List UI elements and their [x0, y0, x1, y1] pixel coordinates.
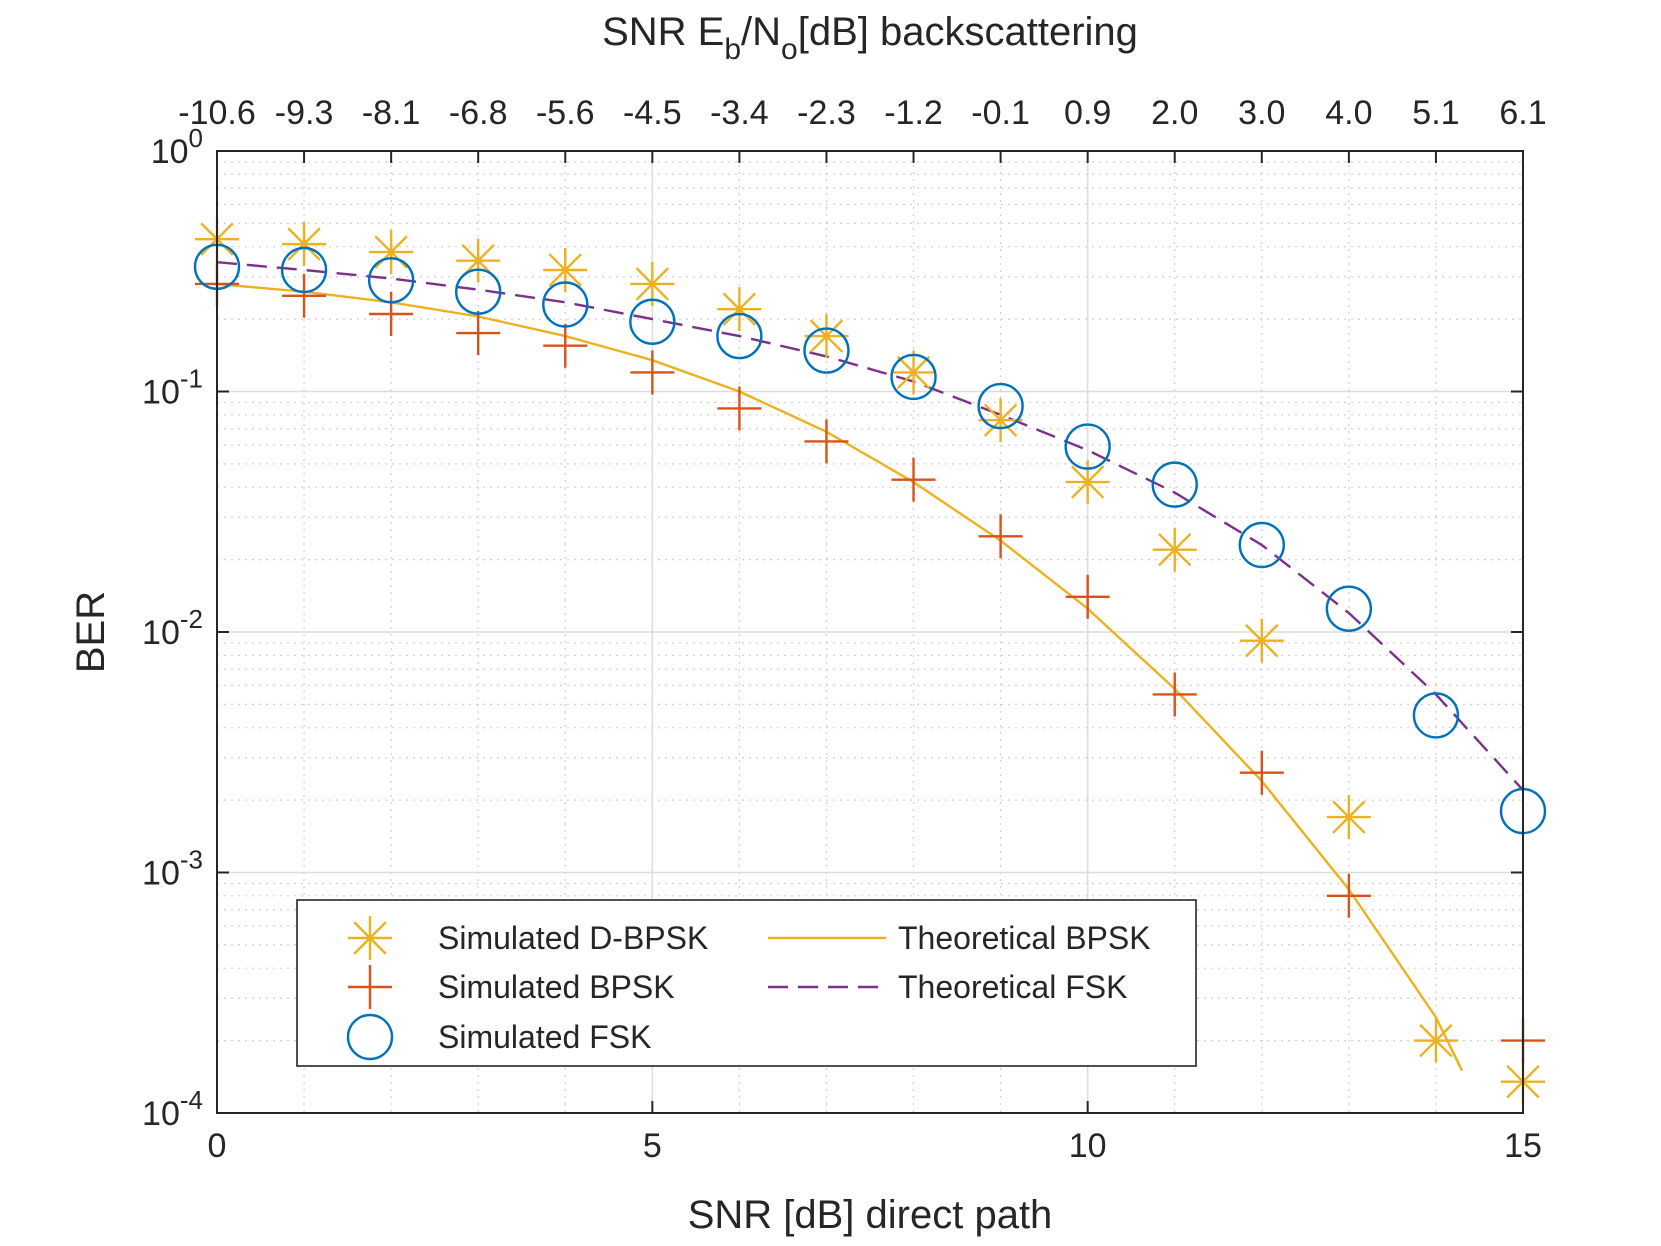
- data-point-star: [891, 350, 936, 395]
- data-point-star: [978, 398, 1023, 443]
- data-point-circle: [1151, 461, 1198, 508]
- top-tick-label: -8.1: [362, 94, 421, 132]
- data-point-plus: [804, 419, 849, 464]
- data-point-circle: [280, 246, 328, 294]
- top-tick-label: -2.3: [797, 94, 856, 132]
- minor-grid: [217, 151, 1523, 1113]
- top-tick-label: 4.0: [1325, 94, 1372, 132]
- data-point-star: [1065, 460, 1110, 505]
- data-point-star: [282, 222, 327, 267]
- data-point-star: [630, 261, 675, 306]
- data-point-circle: [1064, 423, 1111, 470]
- axis-ticks: 0 5 10 15 100 10-1 10-2 10-3 10-4 -10.6 -9.3 -8.1 -6…: [142, 94, 1547, 1165]
- data-point-plus: [1239, 750, 1284, 795]
- top-tick-label: -1.2: [884, 94, 943, 132]
- data-point-circle: [977, 382, 1024, 430]
- data-point-circle: [542, 281, 589, 328]
- data-point-star: [456, 238, 501, 283]
- y-tick-label: 100: [151, 123, 203, 171]
- data-point-circle: [803, 327, 850, 374]
- legend-label: Simulated FSK: [438, 1019, 651, 1055]
- top-tick-label: -10.6: [178, 94, 256, 132]
- data-point-plus: [630, 350, 675, 395]
- x-tick-label: 10: [1069, 1127, 1107, 1165]
- data-point-plus: [456, 311, 501, 356]
- data-point-circle: [1412, 692, 1460, 739]
- data-point-star: [348, 916, 392, 960]
- y-tick-label: 10-3: [142, 845, 203, 893]
- data-point-circle: [367, 257, 415, 304]
- series-line-4: [217, 261, 1523, 791]
- legend-entry: Simulated BPSK: [348, 965, 675, 1009]
- data-point-plus: [1326, 873, 1371, 918]
- data-point-circle: [455, 268, 502, 315]
- legend-entry: Theoretical FSK: [768, 969, 1127, 1005]
- top-tick-label: 6.1: [1499, 94, 1546, 132]
- series-line-3: [217, 282, 1464, 1072]
- legend-entry: Theoretical BPSK: [768, 920, 1151, 956]
- data-point-star: [1152, 527, 1197, 572]
- top-tick-label: -6.8: [449, 94, 508, 132]
- x-tick-label: 0: [208, 1127, 227, 1165]
- top-tick-label: -4.5: [623, 94, 682, 132]
- data-point-star: [543, 248, 588, 293]
- y-tick-label: 10-4: [142, 1085, 203, 1133]
- data-point-plus: [1152, 672, 1197, 717]
- top-axis-label: SNR Eb/No[dB] backscattering: [602, 10, 1138, 66]
- data-point-circle: [346, 1013, 394, 1061]
- y-axis-label: BER: [69, 591, 113, 673]
- data-point-plus: [717, 386, 762, 431]
- data-point-circle: [1325, 585, 1373, 632]
- top-tick-label: 5.1: [1412, 94, 1459, 132]
- data-point-plus: [978, 514, 1023, 559]
- legend-box: [296, 899, 1197, 1067]
- legend: Simulated D-BPSK Simulated BPSK Simulated …: [296, 899, 1197, 1067]
- data-point-star: [804, 314, 849, 359]
- data-point-circle: [629, 298, 676, 345]
- legend-label: Theoretical FSK: [898, 969, 1127, 1005]
- data-point-plus: [348, 965, 392, 1009]
- legend-entry: Simulated D-BPSK: [348, 916, 708, 960]
- data-point-circle: [890, 353, 937, 401]
- data-point-star: [1326, 795, 1371, 840]
- data-point-star: [717, 287, 762, 332]
- data-point-plus: [282, 273, 327, 318]
- data-point-circle: [1238, 521, 1286, 569]
- y-tick-label: 10-2: [142, 604, 203, 652]
- top-tick-label: 2.0: [1151, 94, 1198, 132]
- legend-label: Theoretical BPSK: [898, 920, 1151, 956]
- legend-entry: Simulated FSK: [346, 1013, 651, 1061]
- data-point-star: [1239, 618, 1284, 663]
- data-point-star: [369, 230, 414, 275]
- data-point-circle: [716, 312, 763, 360]
- top-tick-label: -3.4: [710, 94, 769, 132]
- data-point-plus: [891, 457, 936, 502]
- data-point-plus: [543, 323, 588, 368]
- data-point-plus: [1065, 574, 1110, 619]
- top-tick-label: 3.0: [1238, 94, 1285, 132]
- top-tick-label: -9.3: [275, 94, 334, 132]
- series-markers-2: [193, 243, 1547, 835]
- y-tick-label: 10-1: [142, 364, 203, 412]
- x-tick-label: 5: [643, 1127, 662, 1165]
- top-tick-label: -0.1: [971, 94, 1030, 132]
- x-tick-label: 15: [1504, 1127, 1542, 1165]
- legend-label: Simulated D-BPSK: [438, 920, 708, 956]
- legend-label: Simulated BPSK: [438, 969, 675, 1005]
- data-point-star: [1413, 1018, 1458, 1063]
- top-tick-label: -5.6: [536, 94, 595, 132]
- x-axis-label: SNR [dB] direct path: [688, 1193, 1053, 1237]
- data-point-plus: [369, 292, 414, 337]
- top-tick-label: 0.9: [1064, 94, 1111, 132]
